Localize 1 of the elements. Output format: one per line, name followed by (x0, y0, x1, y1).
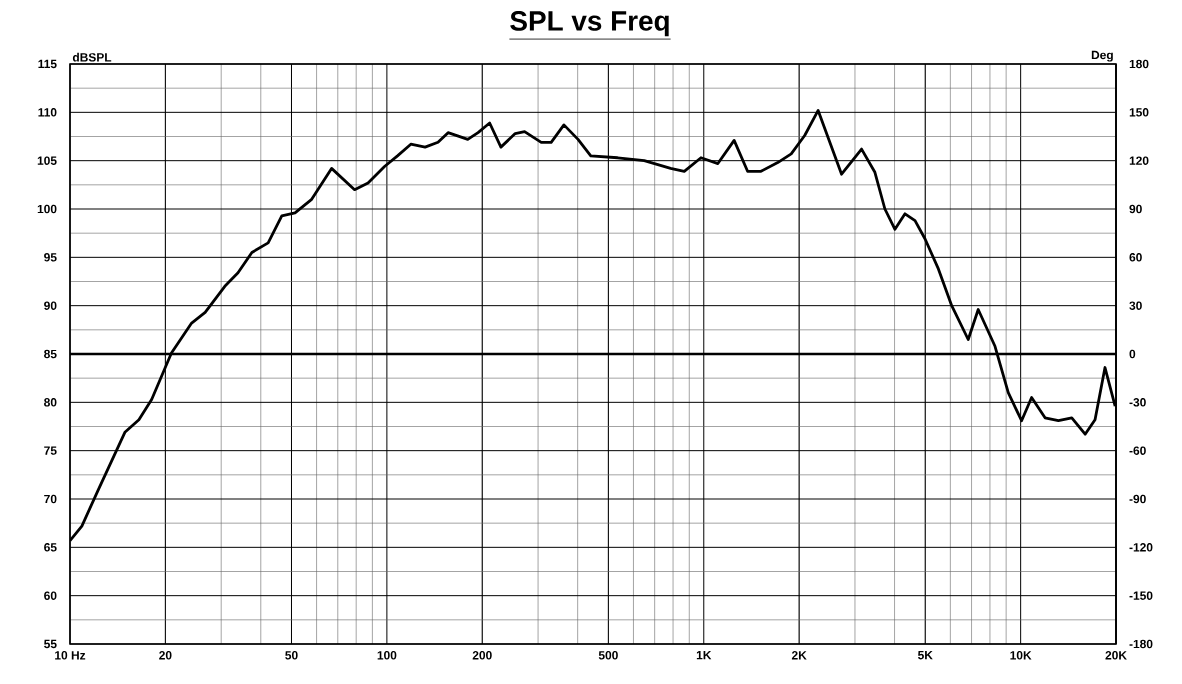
chart-title: SPL vs Freq (510, 11, 669, 37)
